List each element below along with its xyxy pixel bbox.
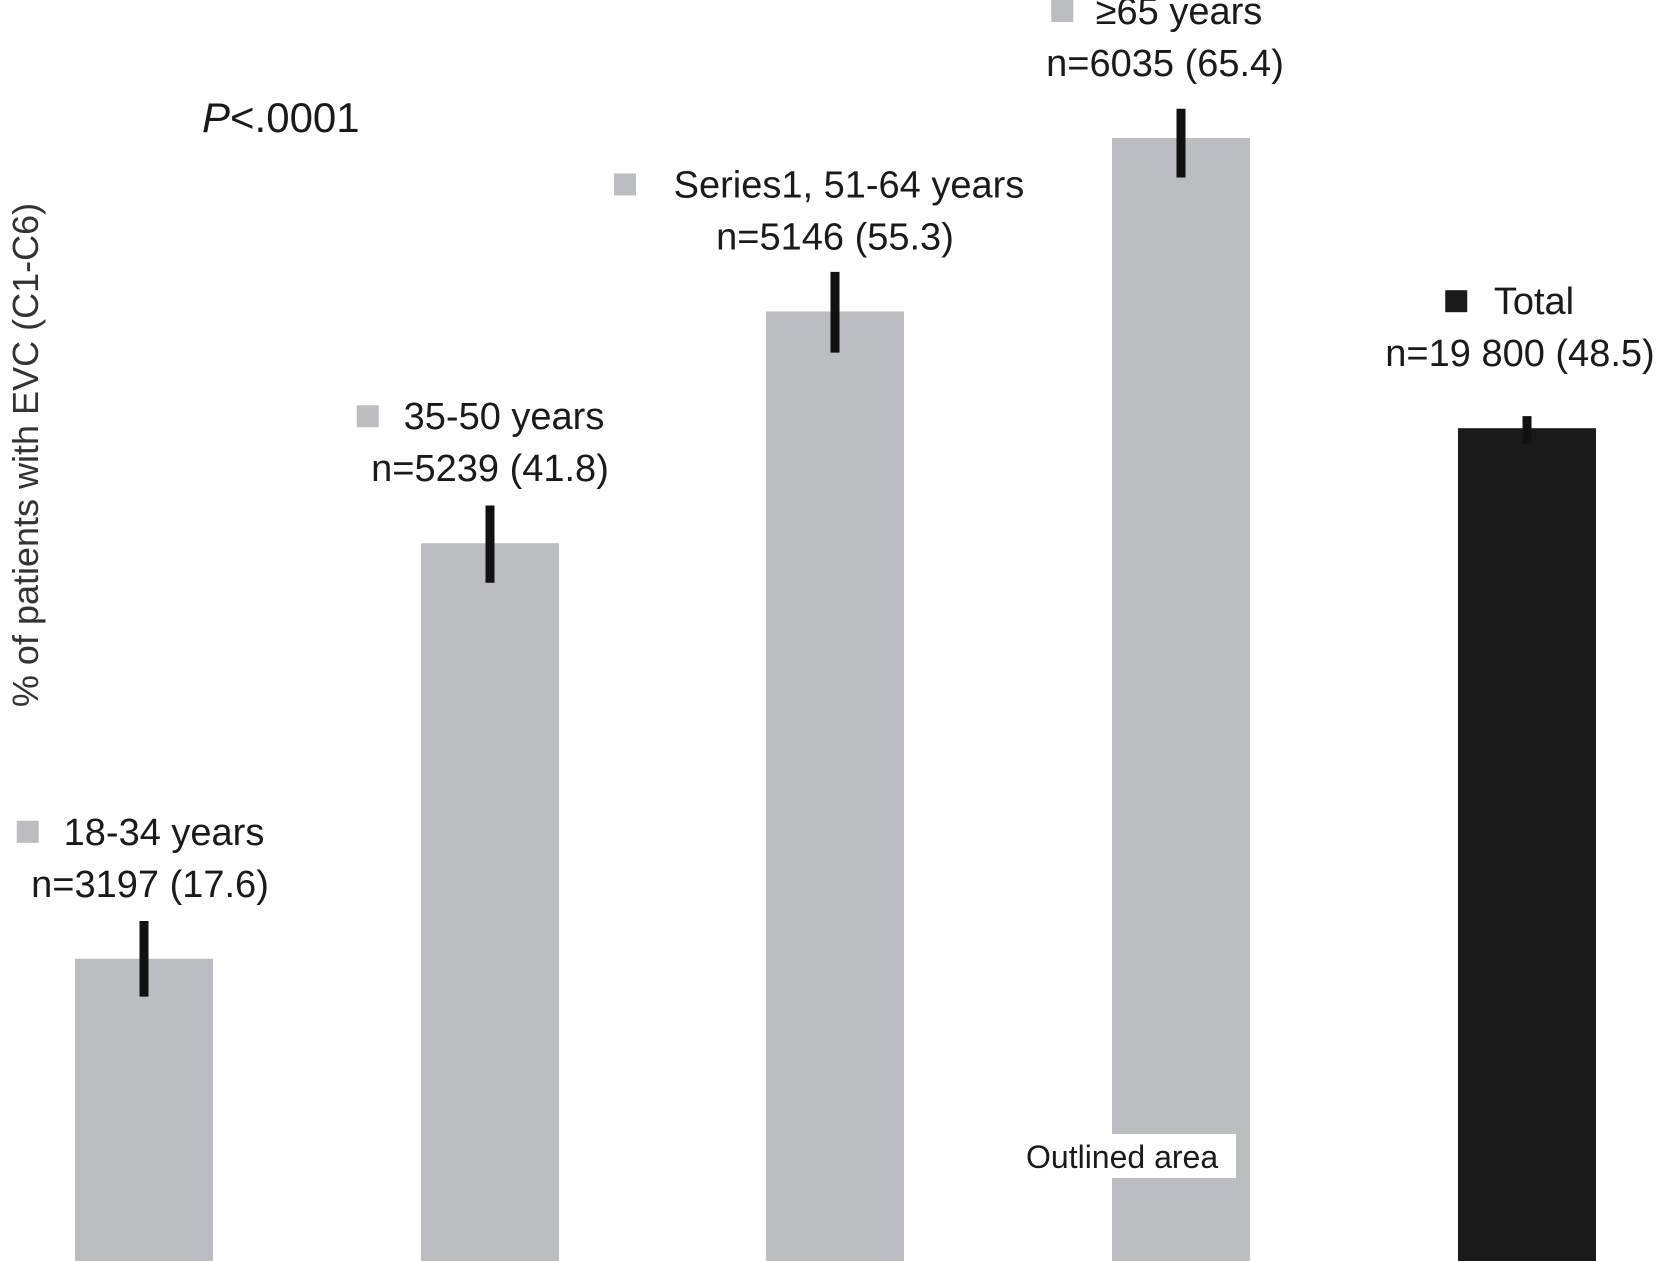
category-label-65-plus: ≥65 years bbox=[1096, 0, 1263, 33]
legend-swatch-51-64 bbox=[614, 173, 636, 196]
bar-35-50 bbox=[421, 543, 559, 1261]
bar-51-64 bbox=[766, 311, 904, 1261]
legend-swatch-18-34 bbox=[16, 820, 39, 843]
category-label-total: Total bbox=[1494, 281, 1574, 323]
outlined-area-note-bg bbox=[1022, 1134, 1236, 1178]
n-label-51-64: n=5146 (55.3) bbox=[716, 216, 954, 258]
p-value-annotation: P<.0001 bbox=[202, 94, 360, 141]
bar-18-34 bbox=[75, 958, 213, 1261]
legend-swatch-total bbox=[1445, 290, 1468, 313]
labels-group: n=3197 (17.6) 18-34 years n=5239 (41.8) 35-… bbox=[16, 0, 1655, 906]
category-label-35-50: 35-50 years bbox=[404, 396, 605, 438]
legend-swatch-65-plus bbox=[1051, 0, 1074, 22]
category-label-51-64: Series1, 51-64 years bbox=[674, 164, 1025, 206]
n-label-total: n=19 800 (48.5) bbox=[1385, 333, 1654, 375]
outlined-area-note-text: Outlined area bbox=[1026, 1139, 1218, 1175]
bars-group bbox=[75, 108, 1596, 1261]
p-value-symbol: P bbox=[202, 94, 230, 141]
outlined-area-note: Outlined area bbox=[1022, 1134, 1236, 1178]
p-value-threshold: <.0001 bbox=[230, 94, 360, 141]
bar-total bbox=[1458, 428, 1596, 1261]
bar-65-plus bbox=[1112, 138, 1250, 1261]
n-label-65-plus: n=6035 (65.4) bbox=[1046, 43, 1284, 85]
y-axis-label: % of patients with EVC (C1-C6) bbox=[5, 203, 46, 707]
legend-swatch-35-50 bbox=[356, 405, 379, 428]
category-label-18-34: 18-34 years bbox=[64, 812, 265, 854]
n-label-18-34: n=3197 (17.6) bbox=[31, 864, 269, 906]
n-label-35-50: n=5239 (41.8) bbox=[371, 448, 609, 490]
